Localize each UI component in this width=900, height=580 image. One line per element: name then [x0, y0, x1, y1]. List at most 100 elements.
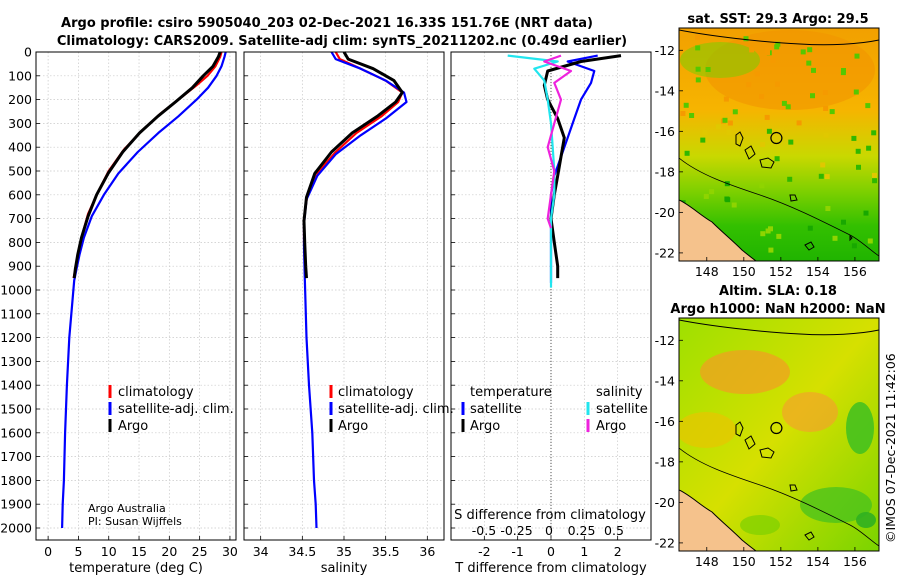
- sst-pixel: [683, 102, 689, 108]
- sla-map-subtitle: Argo h1000: NaN h2000: NaN: [670, 302, 885, 317]
- sst-pixel: [743, 36, 749, 42]
- map-x-tick-label: 154: [806, 264, 830, 279]
- sst-pixel: [775, 41, 781, 47]
- sst-pixel: [764, 47, 770, 52]
- sst-pixel: [695, 34, 700, 40]
- y-tick-label: 0: [24, 45, 32, 60]
- sst-pixel: [841, 219, 846, 225]
- salinity-panel: 34 34.5 35 35.5 36 salinity: [243, 51, 445, 576]
- y-tick-label: 300: [8, 116, 32, 131]
- x-tick-label: 25: [192, 544, 208, 559]
- sst-pixel: [759, 183, 765, 189]
- sst-pixel: [770, 58, 776, 64]
- sst-pixel: [774, 156, 780, 162]
- sst-pixel: [765, 50, 770, 56]
- x-tick-label: 36: [419, 544, 435, 559]
- sst-pixel: [759, 94, 765, 99]
- sst-pixel: [824, 174, 830, 180]
- sst-map: 148 150 152 154 156 -12 -14 -16 -18 -20 -22: [655, 27, 880, 279]
- legend-label-satellite: satellite-adj. clim.: [118, 402, 234, 417]
- sst-pixel: [705, 67, 711, 72]
- s-tick-label: 0: [545, 523, 553, 538]
- x-tick-label: -2: [478, 544, 490, 559]
- sst-pixel: [709, 189, 715, 195]
- sla-map-ticks: 148 150 152 154 156 -12 -14 -16 -18 -20 -22: [655, 333, 867, 569]
- sst-pixel: [700, 137, 706, 143]
- sst-pixel: [749, 47, 755, 53]
- sst-png-coast: [679, 29, 879, 46]
- x-axis-label: salinity: [321, 561, 368, 576]
- legend-label-satellite: satellite-adj. clim.: [338, 402, 454, 417]
- map-x-tick-label: 152: [769, 554, 793, 569]
- sst-pixel: [723, 96, 729, 102]
- sst-pixel: [863, 210, 869, 216]
- sst-pixel: [853, 89, 859, 95]
- sst-pixel: [856, 164, 861, 170]
- sst-pixel: [760, 231, 766, 237]
- y-tick-label: 900: [8, 259, 32, 274]
- title-line-2: Climatology: CARS2009. Satellite-adj cli…: [57, 34, 627, 49]
- x-tick-label: 20: [161, 544, 177, 559]
- sst-pixel: [732, 109, 738, 115]
- legend-label-t-satellite: satellite: [470, 402, 522, 417]
- sst-pixel: [854, 53, 860, 59]
- sla-shelf-contour: [679, 447, 879, 547]
- sst-reef-2: [804, 234, 853, 251]
- sst-pixel: [825, 206, 831, 211]
- legend-title-salinity: salinity: [596, 385, 643, 400]
- sla-coastline: [679, 489, 757, 551]
- map-y-tick-label: -20: [655, 205, 675, 220]
- series-line: [61, 51, 227, 529]
- sst-pixel: [726, 129, 732, 135]
- sst-pixel: [810, 93, 815, 99]
- sst-pixel: [746, 82, 752, 88]
- sst-shelf-contour: [679, 157, 879, 257]
- y-tick-label: 1000: [0, 283, 32, 298]
- map-x-tick-label: 148: [695, 264, 719, 279]
- map-x-tick-label: 156: [843, 264, 867, 279]
- map-x-tick-label: 156: [843, 554, 867, 569]
- sst-pixel: [807, 47, 813, 53]
- salinity-legend: climatology satellite-adj. clim. Argo: [329, 385, 454, 434]
- y-tick-label: 1400: [0, 378, 32, 393]
- sst-pixel: [703, 193, 709, 199]
- sst-pixel: [765, 228, 771, 234]
- sst-pixel: [788, 139, 794, 145]
- sst-pixel: [727, 120, 733, 126]
- sst-pixel: [855, 148, 861, 154]
- x-tick-label: 1: [580, 544, 588, 559]
- title-line-1: Argo profile: csiro 5905040_203 02-Dec-2…: [61, 16, 593, 31]
- sst-pixel: [800, 49, 806, 55]
- map-x-tick-label: 150: [732, 264, 756, 279]
- sst-pixel: [774, 44, 780, 50]
- sst-pixel: [871, 130, 877, 136]
- sst-pixel: [684, 150, 690, 156]
- sst-map-ticks: 148 150 152 154 156 -12 -14 -16 -18 -20 -22: [655, 43, 867, 279]
- y-tick-label: 1800: [0, 473, 32, 488]
- legend-label-climatology: climatology: [118, 385, 194, 400]
- sst-pixel: [820, 162, 826, 168]
- sst-pixel: [840, 70, 846, 76]
- legend-label-climatology: climatology: [338, 385, 414, 400]
- sst-pixel: [822, 90, 828, 95]
- map-y-tick-label: -14: [655, 373, 675, 388]
- sla-reef-2: [804, 531, 815, 541]
- y-tick-label: 1100: [0, 306, 32, 321]
- legend-title-temperature: temperature: [470, 385, 552, 400]
- sla-high-1: [700, 350, 790, 394]
- sst-pixel: [760, 142, 766, 147]
- sla-low-2: [800, 487, 872, 523]
- plot-frame: [35, 51, 237, 541]
- sla-png-coast: [679, 319, 879, 336]
- sst-pixel: [785, 104, 791, 110]
- x-tick-label: 34: [253, 544, 269, 559]
- sst-pixel: [680, 111, 686, 116]
- map-y-tick-label: -18: [655, 454, 675, 469]
- sst-pixel: [829, 109, 835, 115]
- sst-pixel: [695, 45, 701, 51]
- sst-pixel: [866, 145, 872, 151]
- sst-pixel: [766, 128, 772, 134]
- sla-argo-marker: [770, 421, 783, 435]
- sst-pixel: [695, 66, 701, 72]
- difference-legend: temperature salinity satellite Argo sate…: [461, 385, 648, 434]
